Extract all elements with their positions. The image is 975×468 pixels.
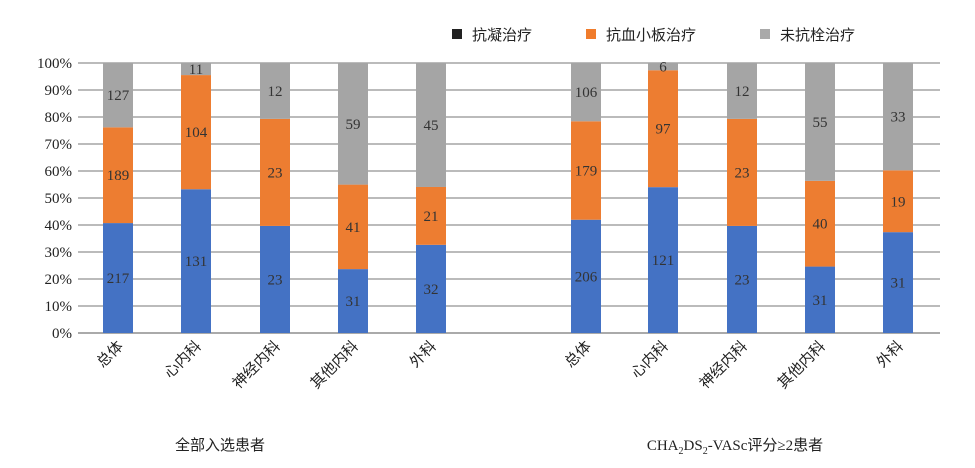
group-label-part: DS bbox=[684, 438, 703, 454]
bar-segment bbox=[260, 118, 290, 226]
y-tick-label: 90% bbox=[45, 83, 73, 99]
category-label: 心内科 bbox=[627, 337, 672, 382]
category-label: 总体 bbox=[561, 337, 595, 371]
data-label: 33 bbox=[891, 110, 906, 126]
data-label: 19 bbox=[891, 194, 906, 210]
bar-segment bbox=[103, 127, 133, 224]
group-label-part: CHA bbox=[647, 438, 679, 454]
group-label: CHA2DS2-VASc评分≥2患者 bbox=[647, 437, 823, 457]
data-label: 131 bbox=[185, 254, 208, 270]
y-tick-label: 30% bbox=[45, 245, 73, 261]
category-label: 其他内科 bbox=[307, 337, 362, 392]
group-label-part: 2 bbox=[679, 446, 684, 457]
y-tick-label: 50% bbox=[45, 191, 73, 207]
group-label-part: 2 bbox=[703, 446, 708, 457]
data-label: 23 bbox=[735, 272, 750, 288]
bar-segment bbox=[571, 63, 601, 122]
legend-swatch bbox=[760, 29, 770, 39]
bar-segment bbox=[805, 266, 835, 333]
data-label: 179 bbox=[575, 164, 598, 180]
data-label: 12 bbox=[735, 84, 750, 100]
bar-segment bbox=[648, 63, 678, 71]
data-label: 32 bbox=[424, 282, 439, 298]
data-label: 11 bbox=[189, 62, 203, 78]
data-label: 23 bbox=[268, 165, 283, 181]
y-tick-label: 10% bbox=[45, 299, 73, 315]
bar-segment bbox=[260, 63, 290, 119]
bar-segment bbox=[805, 180, 835, 267]
y-tick-label: 100% bbox=[37, 56, 72, 72]
bar-segment bbox=[805, 63, 835, 181]
data-label: 12 bbox=[268, 84, 283, 100]
bar-segment bbox=[416, 186, 446, 245]
legend-swatch bbox=[452, 29, 462, 39]
bar-segment bbox=[103, 63, 133, 128]
bar-segment bbox=[727, 118, 757, 226]
data-label: 6 bbox=[659, 60, 667, 76]
group-label-part: 全部入选患者 bbox=[175, 436, 265, 454]
category-label: 总体 bbox=[93, 337, 127, 371]
data-label: 21 bbox=[424, 209, 439, 225]
category-label: 神经内科 bbox=[229, 337, 284, 392]
y-tick-label: 60% bbox=[45, 164, 73, 180]
data-label: 31 bbox=[813, 293, 828, 309]
bar-segment bbox=[416, 244, 446, 333]
bar-segment bbox=[883, 170, 913, 233]
data-label: 41 bbox=[346, 220, 361, 236]
legend-label: 抗凝治疗 bbox=[472, 26, 532, 44]
data-label: 127 bbox=[107, 88, 130, 104]
bar-segment bbox=[727, 63, 757, 119]
data-label: 45 bbox=[424, 118, 439, 134]
data-label: 31 bbox=[346, 294, 361, 310]
data-label: 23 bbox=[268, 272, 283, 288]
bar-segment bbox=[648, 187, 678, 333]
data-label: 217 bbox=[107, 271, 130, 287]
category-label: 其他内科 bbox=[774, 337, 829, 392]
bar-segment bbox=[648, 70, 678, 188]
category-label: 神经内科 bbox=[696, 337, 751, 392]
data-label: 189 bbox=[107, 168, 130, 184]
legend-label: 抗血小板治疗 bbox=[606, 26, 696, 44]
bar-segment bbox=[571, 219, 601, 333]
data-label: 40 bbox=[813, 217, 828, 233]
bar-segment bbox=[338, 63, 368, 185]
y-tick-label: 80% bbox=[45, 110, 73, 126]
data-label: 55 bbox=[813, 115, 828, 131]
bar-segment bbox=[416, 63, 446, 187]
category-label: 外科 bbox=[873, 337, 907, 371]
data-label: 31 bbox=[891, 276, 906, 292]
data-label: 97 bbox=[656, 122, 672, 138]
bar-segment bbox=[883, 232, 913, 333]
y-tick-label: 20% bbox=[45, 272, 73, 288]
data-label: 121 bbox=[652, 253, 675, 269]
legend-swatch bbox=[586, 29, 596, 39]
bar-segment bbox=[338, 184, 368, 270]
bar-segment bbox=[103, 223, 133, 333]
bar-segment bbox=[338, 269, 368, 333]
data-label: 59 bbox=[346, 117, 361, 133]
y-tick-label: 0% bbox=[52, 326, 72, 342]
data-label: 106 bbox=[575, 85, 598, 101]
data-label: 206 bbox=[575, 269, 598, 285]
bar-segment bbox=[883, 63, 913, 171]
data-label: 23 bbox=[735, 165, 750, 181]
y-tick-label: 40% bbox=[45, 218, 73, 234]
bar-segment bbox=[181, 75, 211, 190]
group-label-part: -VASc评分≥2患者 bbox=[708, 437, 823, 454]
category-label: 心内科 bbox=[160, 337, 205, 382]
legend-label: 未抗栓治疗 bbox=[780, 26, 855, 44]
data-label: 104 bbox=[185, 125, 208, 141]
y-tick-label: 70% bbox=[45, 137, 73, 153]
category-label: 外科 bbox=[406, 337, 440, 371]
bar-segment bbox=[727, 225, 757, 333]
bar-segment bbox=[181, 63, 211, 76]
bar-segment bbox=[260, 225, 290, 333]
bar-segment bbox=[571, 121, 601, 220]
group-label: 全部入选患者 bbox=[175, 436, 265, 454]
bar-segment bbox=[181, 189, 211, 333]
